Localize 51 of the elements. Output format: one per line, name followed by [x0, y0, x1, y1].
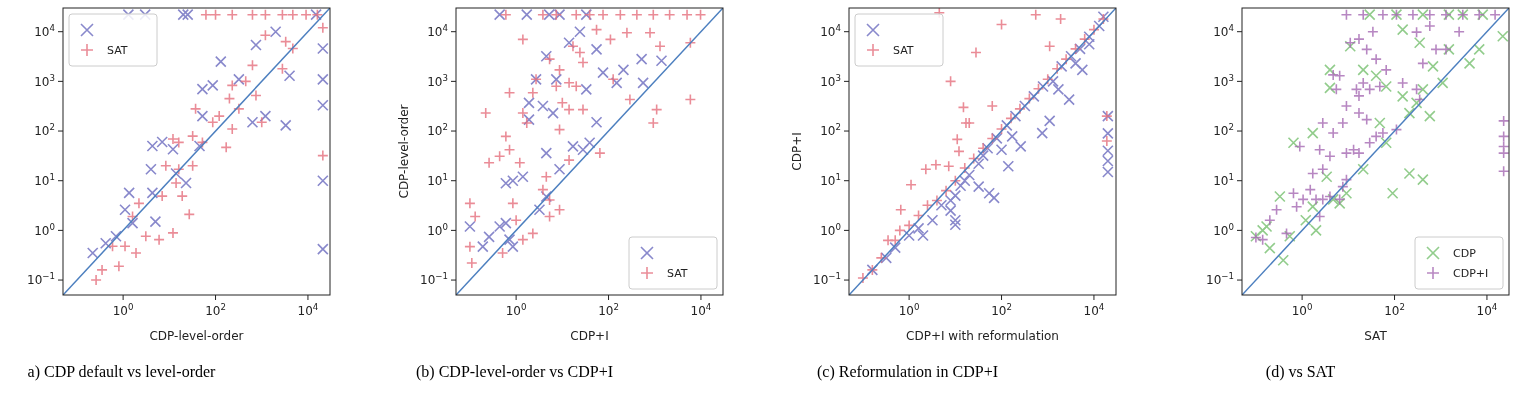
y-tick-label: 10$^{3}$: [427, 72, 448, 89]
x-tick-label: 10$^{0}$: [505, 302, 527, 318]
y-tick-label: 10$^{−1}$: [813, 271, 841, 288]
x-tick-label: 10$^{2}$: [1384, 302, 1405, 318]
x-axis-title: CDP+I: [570, 329, 609, 343]
x-tick-label: 10$^{2}$: [205, 302, 226, 318]
text: (d) vs SAT: [1265, 363, 1336, 381]
x-tick-label: 10$^{0}$: [1291, 302, 1313, 318]
legend-label: SAT: [667, 266, 688, 280]
x-tick-label: 10$^{0}$: [112, 302, 134, 318]
y-axis-title: CDP+I: [790, 132, 804, 171]
y-tick-label: 10$^{2}$: [34, 122, 55, 139]
y-tick-label: 10$^{2}$: [820, 122, 841, 139]
y-tick-label: 10$^{4}$: [427, 22, 448, 39]
legend-label: SAT: [893, 43, 914, 57]
y-tick-label: 10$^{0}$: [427, 221, 448, 238]
x-tick-label: 10$^{2}$: [991, 302, 1012, 318]
y-tick-label: 10$^{−1}$: [420, 271, 448, 288]
y-tick-label: 10$^{1}$: [1213, 171, 1234, 188]
text: (c) Reformulation in CDP+I: [817, 363, 998, 381]
x-tick-label: 10$^{0}$: [898, 302, 920, 318]
legend-label: SAT: [107, 43, 128, 57]
x-tick-label: 10$^{4}$: [1476, 302, 1498, 318]
y-tick-label: 10$^{3}$: [34, 72, 55, 89]
y-tick-label: 10$^{2}$: [427, 122, 448, 139]
x-tick-label: 10$^{4}$: [1083, 302, 1105, 318]
y-axis-title: CDP-level-order: [397, 104, 411, 199]
y-tick-label: 10$^{4}$: [820, 22, 841, 39]
y-tick-label: 10$^{3}$: [1213, 72, 1234, 89]
x-tick-label: 10$^{4}$: [297, 302, 319, 318]
x-tick-label: 10$^{4}$: [690, 302, 712, 318]
y-tick-label: 10$^{1}$: [427, 171, 448, 188]
legend-label: CDP: [1453, 246, 1477, 260]
x-axis-title: CDP-level-order: [149, 329, 244, 343]
y-tick-label: 10$^{0}$: [34, 221, 55, 238]
y-tick-label: 10$^{−1}$: [27, 271, 55, 288]
x-axis-title: CDP+I with reformulation: [906, 329, 1059, 343]
text: a) CDP default vs level-order: [27, 363, 217, 381]
y-tick-label: 10$^{0}$: [1213, 221, 1234, 238]
y-tick-label: 10$^{1}$: [820, 171, 841, 188]
x-axis-title: SAT: [1364, 329, 1388, 343]
y-tick-label: 10$^{1}$: [34, 171, 55, 188]
y-tick-label: 10$^{2}$: [1213, 122, 1234, 139]
x-tick-label: 10$^{2}$: [598, 302, 619, 318]
legend-label: CDP+I: [1453, 266, 1489, 280]
text: (b) CDP-level-order vs CDP+I: [416, 363, 613, 381]
y-tick-label: 10$^{0}$: [820, 221, 841, 238]
y-tick-label: 10$^{3}$: [820, 72, 841, 89]
y-tick-label: 10$^{−1}$: [1206, 271, 1234, 288]
y-tick-label: 10$^{4}$: [34, 22, 55, 39]
y-tick-label: 10$^{4}$: [1213, 22, 1234, 39]
